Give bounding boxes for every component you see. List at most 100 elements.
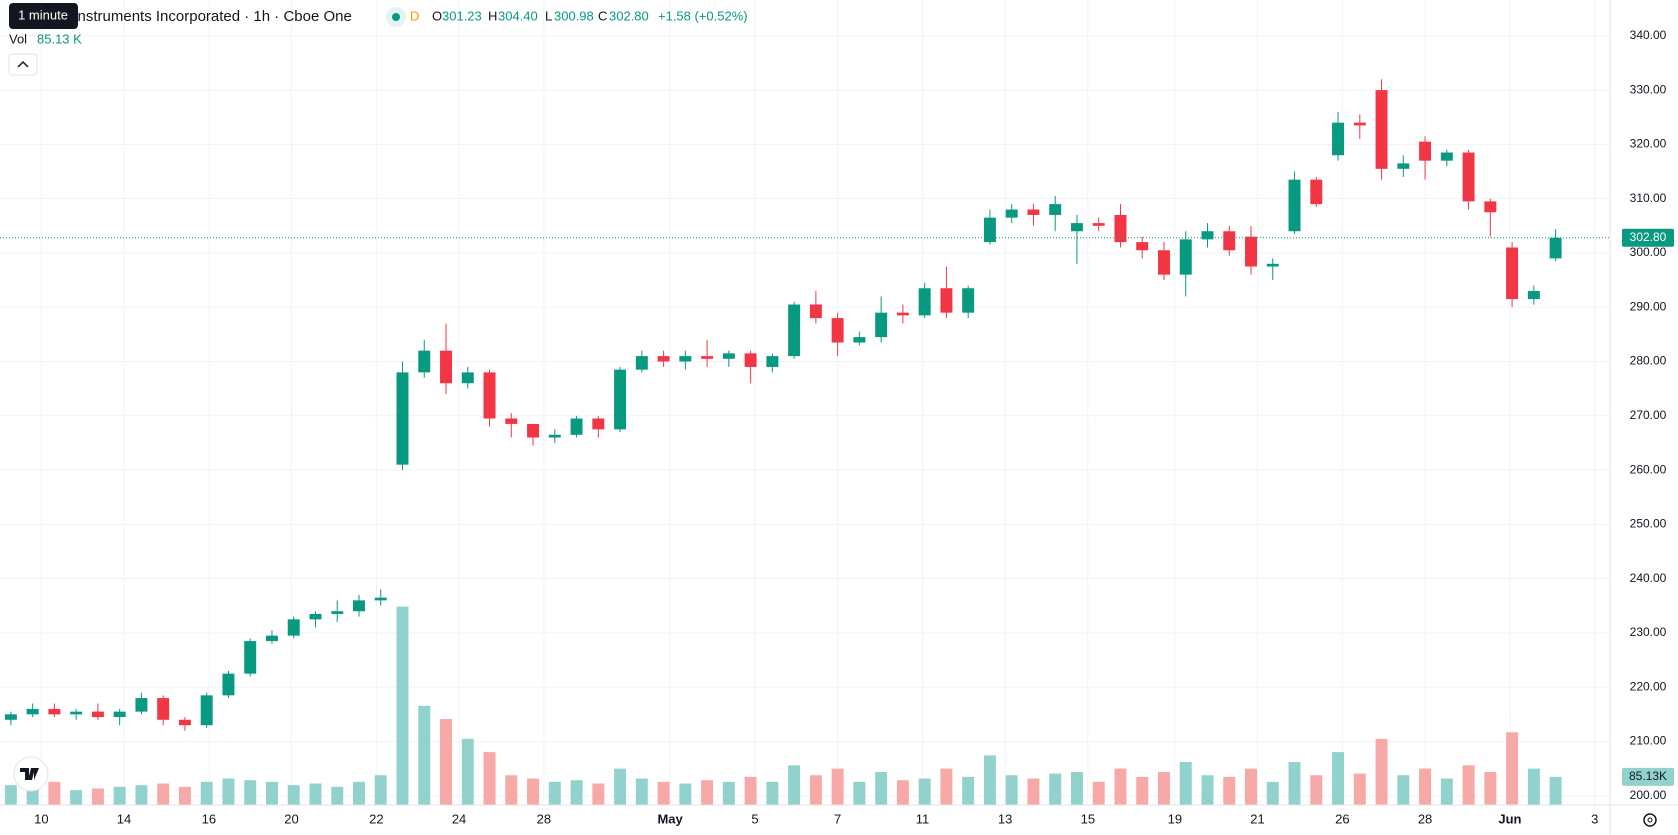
x-tick-label: 28 bbox=[1418, 811, 1432, 826]
settings-icon[interactable] bbox=[1643, 813, 1657, 827]
settings-icon-center[interactable] bbox=[1647, 817, 1653, 823]
volume-bar bbox=[1245, 768, 1257, 805]
volume-bar bbox=[918, 778, 931, 805]
volume-bar bbox=[4, 785, 17, 805]
candle-body bbox=[505, 418, 518, 424]
volume-pane bbox=[4, 606, 1562, 805]
candle-body bbox=[309, 613, 322, 620]
y-tick-label: 280.00 bbox=[1630, 354, 1667, 368]
volume-bar bbox=[570, 780, 583, 805]
vol-value: 85.13 K bbox=[37, 31, 82, 46]
volume-bar bbox=[614, 768, 627, 805]
volume-bar bbox=[1179, 762, 1192, 805]
collapse-bg[interactable] bbox=[8, 53, 38, 76]
y-tick-label: 230.00 bbox=[1630, 625, 1667, 639]
axes: 200.00 210.00 220.00 230.00 240.00 250.00 260.… bbox=[34, 28, 1674, 826]
candle-body bbox=[91, 711, 104, 718]
candle-body bbox=[222, 673, 235, 696]
volume-bar bbox=[1114, 768, 1127, 805]
volume-bar bbox=[701, 780, 714, 805]
candle-body bbox=[1114, 214, 1127, 243]
volume-bar bbox=[1027, 778, 1040, 805]
candle-body bbox=[614, 369, 627, 430]
vol-key: Vol bbox=[9, 31, 27, 46]
volume-bar bbox=[788, 765, 801, 805]
volume-bar bbox=[1332, 752, 1345, 805]
candle-body bbox=[962, 288, 975, 313]
volume-bar bbox=[875, 771, 888, 805]
y-tick-label: 260.00 bbox=[1630, 462, 1667, 476]
candle-body bbox=[548, 434, 561, 438]
candle-body bbox=[178, 719, 191, 726]
candle-body bbox=[70, 711, 83, 715]
volume-bar bbox=[548, 781, 561, 805]
candle-body bbox=[679, 356, 692, 362]
settings-button[interactable] bbox=[1643, 813, 1657, 827]
candle-body bbox=[244, 641, 257, 674]
candle-body bbox=[331, 611, 344, 614]
candle-body bbox=[1179, 239, 1192, 275]
volume-bar bbox=[766, 781, 779, 805]
x-tick-label: 13 bbox=[998, 811, 1012, 826]
x-tick-label: 24 bbox=[452, 811, 466, 826]
candle-body bbox=[918, 288, 931, 316]
candle-body bbox=[287, 619, 300, 636]
volume-bar bbox=[200, 781, 213, 805]
collapse-icon[interactable] bbox=[17, 60, 29, 68]
candle-body bbox=[1310, 179, 1323, 205]
y-tick-label: 340.00 bbox=[1630, 28, 1667, 42]
volume-bar bbox=[331, 786, 344, 805]
x-tick-label: 16 bbox=[202, 811, 216, 826]
volume-bar bbox=[592, 783, 605, 805]
volume-bar bbox=[418, 705, 431, 805]
candle-body bbox=[766, 356, 779, 367]
volume-bar bbox=[374, 775, 387, 805]
volume-bar bbox=[353, 781, 365, 805]
candle-body bbox=[1462, 152, 1475, 202]
candle-body bbox=[48, 708, 61, 715]
ohlc-value: 302.80 bbox=[609, 8, 649, 23]
volume-bar bbox=[940, 768, 953, 805]
volume-bar bbox=[1158, 771, 1170, 805]
x-tick-label: 11 bbox=[916, 811, 930, 826]
last-price-label: 302.80 bbox=[1630, 230, 1667, 244]
ohlc-value: 304.40 bbox=[498, 8, 538, 23]
candle-body bbox=[592, 418, 605, 430]
volume-bar bbox=[135, 785, 148, 805]
candle-body bbox=[1027, 209, 1040, 215]
x-tick-label: 22 bbox=[369, 811, 383, 826]
last-price-tag bbox=[1622, 228, 1674, 247]
volume-bar bbox=[1549, 776, 1562, 805]
volume-bar bbox=[1136, 776, 1149, 805]
ohlc-key: C bbox=[598, 8, 607, 23]
x-tick-label: 26 bbox=[1335, 811, 1349, 826]
volume-bar bbox=[983, 755, 996, 805]
candle-body bbox=[4, 714, 17, 720]
candle-body bbox=[1397, 163, 1410, 169]
volume-bar bbox=[483, 752, 496, 805]
candle-body bbox=[1158, 250, 1170, 275]
x-tick-label: 14 bbox=[117, 811, 131, 826]
candle-body bbox=[853, 337, 866, 343]
x-tick-label: 20 bbox=[284, 811, 298, 826]
candle-body bbox=[1506, 247, 1519, 300]
ohlc-value: 300.98 bbox=[554, 8, 594, 23]
collapse-button[interactable] bbox=[8, 53, 38, 76]
candle-body bbox=[657, 356, 670, 362]
candle-body bbox=[26, 708, 39, 715]
candle-body bbox=[940, 288, 953, 313]
volume-bar bbox=[396, 606, 409, 805]
volume-bar bbox=[26, 786, 39, 805]
logo bbox=[13, 756, 49, 792]
volume-bar bbox=[440, 719, 452, 805]
volume-bar bbox=[157, 783, 170, 805]
volume-bar bbox=[178, 786, 191, 805]
symbol-title: Texas Instruments Incorporated · 1h · Cb… bbox=[30, 8, 352, 25]
volume-bar bbox=[657, 781, 670, 805]
y-tick-label: 240.00 bbox=[1630, 571, 1667, 585]
candle-body bbox=[1484, 201, 1497, 213]
status-dot bbox=[392, 13, 400, 21]
x-tick-label: 3 bbox=[1591, 811, 1598, 826]
volume-bar bbox=[287, 785, 300, 805]
volume-bar bbox=[1223, 776, 1236, 805]
